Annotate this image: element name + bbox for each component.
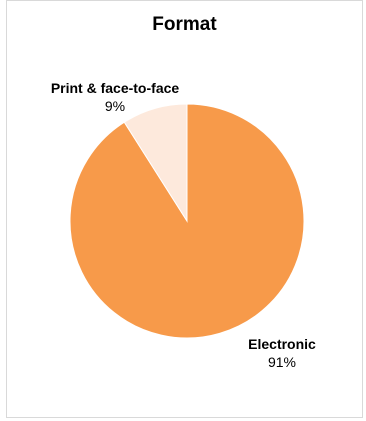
data-label-value: 9% [104, 98, 126, 114]
data-label-electronic: Electronic 91% [232, 335, 332, 371]
pie-chart [69, 103, 305, 339]
data-label-value: 91% [267, 354, 297, 370]
data-label-print-face-to-face: Print & face-to-face 9% [35, 79, 195, 115]
data-label-category: Print & face-to-face [50, 80, 180, 96]
data-label-category: Electronic [248, 336, 316, 352]
chart-title: Format [152, 14, 217, 35]
pie-slice-print-face-to-face [123, 103, 188, 223]
chart-area: Format Print & face-to-face 9% Electroni… [6, 0, 363, 418]
